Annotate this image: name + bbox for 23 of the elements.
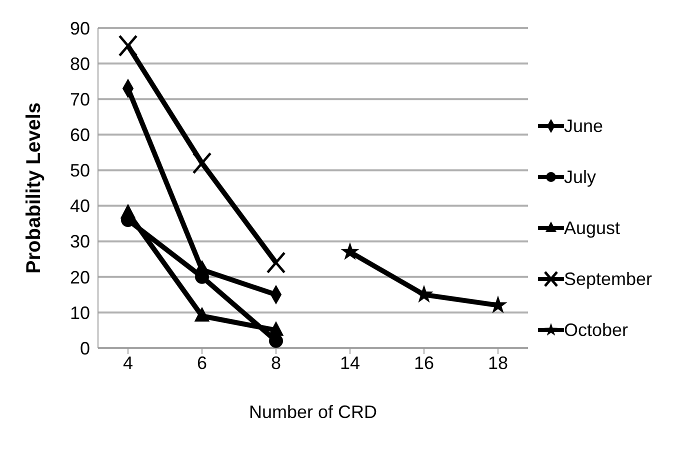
y-tick-label: 0: [80, 338, 90, 358]
x-tick-label: 8: [270, 352, 282, 373]
y-tick-label: 80: [70, 54, 90, 74]
legend-label: September: [564, 268, 652, 290]
x-tick-label: 6: [196, 352, 208, 373]
y-tick-label: 10: [70, 302, 90, 323]
y-tick-label: 90: [70, 18, 90, 38]
y-tick-label: 30: [70, 232, 90, 252]
x-tick-label: 4: [122, 352, 134, 373]
y-tick-label: 50: [70, 160, 90, 181]
legend-label: June: [564, 116, 604, 136]
x-axis-title: Number of CRD: [248, 402, 378, 422]
legend-label: July: [564, 166, 596, 188]
x-tick-label: 14: [340, 352, 360, 373]
y-tick-label: 40: [70, 196, 90, 216]
legend-label: October: [564, 320, 628, 340]
y-axis-title: Probability Levels: [23, 102, 46, 274]
y-tick-label: 60: [70, 125, 90, 146]
y-tick-label: 20: [70, 267, 90, 288]
legend-label: August: [564, 218, 620, 238]
x-tick-label: 18: [488, 352, 508, 373]
y-tick-label: 70: [70, 90, 90, 110]
x-tick-label: 16: [414, 352, 434, 373]
